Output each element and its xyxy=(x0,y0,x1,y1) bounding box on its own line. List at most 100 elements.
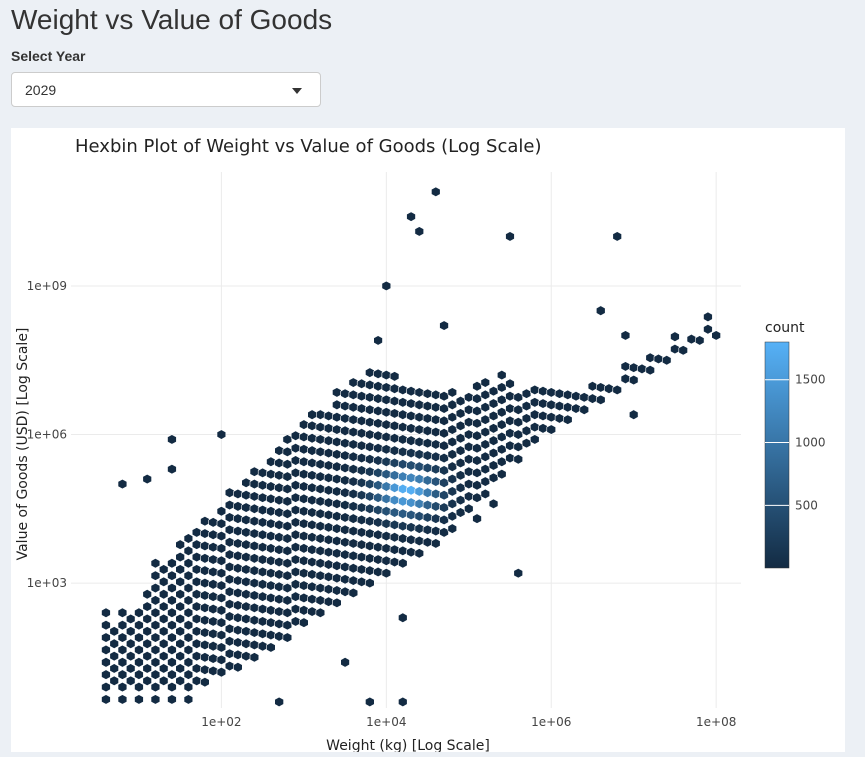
hex-bin xyxy=(224,549,235,560)
hex-bin xyxy=(356,477,367,488)
page-title: Weight vs Value of Goods xyxy=(11,4,333,35)
hex-bin xyxy=(126,675,136,687)
hex-bin xyxy=(521,400,532,412)
hex-bin xyxy=(505,428,515,439)
hex-bin xyxy=(356,415,367,427)
hex-bin xyxy=(167,681,177,693)
hex-bin xyxy=(241,601,251,612)
hex-bin xyxy=(249,540,260,552)
hex-bin xyxy=(266,555,276,566)
hex-bin xyxy=(340,524,350,536)
hex-bin xyxy=(307,470,317,481)
hex-bin xyxy=(373,480,383,491)
hex-bin xyxy=(373,541,383,553)
hex-bin xyxy=(497,468,507,480)
hex-bin xyxy=(455,507,466,518)
hex-bin xyxy=(299,506,309,517)
hex-bin xyxy=(274,519,284,531)
hex-bin xyxy=(241,638,251,649)
hex-bin xyxy=(257,492,268,503)
hex-bin xyxy=(307,519,317,531)
hex-bin xyxy=(571,390,581,402)
hex-bin xyxy=(604,383,614,394)
hex-bin xyxy=(480,476,490,487)
hex-bin xyxy=(159,576,169,588)
hex-bin xyxy=(266,567,276,579)
hex-bin xyxy=(323,472,334,484)
hex-bin xyxy=(447,461,457,472)
hex-bin xyxy=(191,576,202,588)
hex-bin xyxy=(356,502,367,513)
hex-bin xyxy=(414,226,424,237)
hex-bin xyxy=(183,694,194,705)
hex-bin xyxy=(266,580,276,591)
hex-bin xyxy=(257,480,268,491)
hex-bin xyxy=(389,408,400,419)
year-select[interactable]: 2029 xyxy=(11,72,321,107)
hex-bin xyxy=(422,400,433,412)
hex-bin xyxy=(249,478,260,490)
hex-layer xyxy=(101,186,721,708)
hex-bin xyxy=(142,601,152,612)
hex-bin xyxy=(216,629,227,641)
hex-bin xyxy=(439,390,449,402)
hex-bin xyxy=(356,576,367,588)
hex-bin xyxy=(373,492,383,503)
hex-bin xyxy=(365,441,375,453)
hex-bin xyxy=(414,399,424,411)
hex-bin xyxy=(134,681,144,693)
hex-bin xyxy=(356,378,367,389)
hex-bin xyxy=(315,496,326,507)
hex-bin xyxy=(439,403,449,414)
hex-bin xyxy=(431,525,441,537)
hex-bin xyxy=(241,477,251,488)
hex-bin xyxy=(340,487,350,498)
hexbin-chart[interactable]: Hexbin Plot of Weight vs Value of Goods … xyxy=(11,128,845,754)
hex-bin xyxy=(348,439,359,450)
hex-bin xyxy=(323,509,334,521)
hex-bin xyxy=(488,447,499,459)
hex-bin xyxy=(249,602,260,614)
hex-bin xyxy=(422,462,433,474)
hex-bin xyxy=(340,462,350,474)
hex-bin xyxy=(266,605,276,616)
hex-bin xyxy=(480,463,490,475)
hex-bin xyxy=(315,459,326,470)
hex-bin xyxy=(447,449,457,460)
hex-bin xyxy=(480,451,490,462)
hex-bin xyxy=(365,392,375,403)
hex-bin xyxy=(332,461,342,472)
hex-bin xyxy=(282,520,293,532)
hex-bin xyxy=(455,445,466,456)
hex-bin xyxy=(299,617,309,628)
hex-bin xyxy=(282,496,293,507)
hex-bin xyxy=(398,496,408,507)
hex-bin xyxy=(472,430,482,441)
hex-bin xyxy=(422,475,433,486)
hex-bin xyxy=(208,591,218,602)
hex-bin xyxy=(389,494,400,506)
hex-bin xyxy=(183,681,194,693)
hex-bin xyxy=(299,580,309,591)
hex-bin xyxy=(348,463,359,475)
hex-bin xyxy=(332,436,342,448)
hex-bin xyxy=(546,399,556,411)
hex-bin xyxy=(101,632,111,643)
hex-bin xyxy=(233,587,243,599)
hex-bin xyxy=(464,441,474,453)
hex-bin xyxy=(373,442,383,454)
hex-bin xyxy=(348,525,359,537)
hex-bin xyxy=(389,544,400,555)
hex-bin xyxy=(249,590,260,601)
hex-bin xyxy=(299,592,309,604)
hex-bin xyxy=(373,455,383,466)
hex-bin xyxy=(134,632,144,643)
hex-bin xyxy=(290,554,301,565)
hex-bin xyxy=(233,575,243,586)
hex-bin xyxy=(406,410,416,422)
hex-bin xyxy=(167,644,177,656)
hex-bin xyxy=(266,530,276,542)
hex-bin xyxy=(563,402,573,413)
hex-bin xyxy=(307,606,317,617)
hex-bin xyxy=(266,629,276,641)
